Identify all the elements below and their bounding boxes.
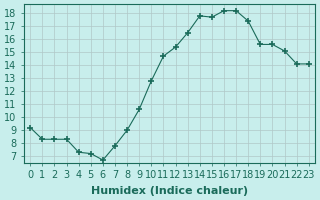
X-axis label: Humidex (Indice chaleur): Humidex (Indice chaleur) <box>91 186 248 196</box>
